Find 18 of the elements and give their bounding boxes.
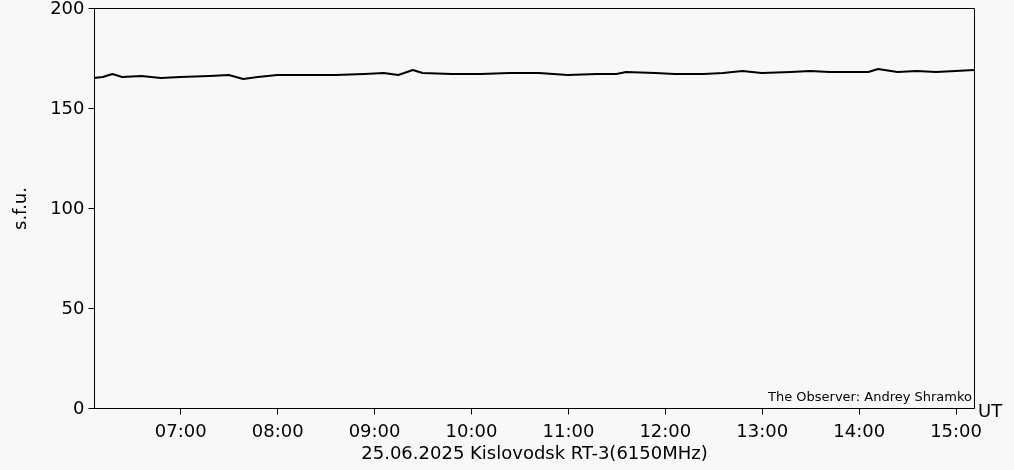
x-tick-label: 11:00 (542, 419, 595, 441)
x-tick-label: 10:00 (445, 419, 498, 441)
y-tick-label: 50 (61, 296, 85, 318)
x-tick-label: 09:00 (348, 419, 401, 441)
y-tick-label: 100 (50, 196, 85, 218)
y-axis-title: s.f.u. (9, 187, 31, 230)
x-tick-label: 12:00 (639, 419, 692, 441)
x-axis-title: 25.06.2025 Kislovodsk RT-3(6150MHz) (361, 441, 708, 463)
x-tick-label: 07:00 (154, 419, 207, 441)
x-tick-label: 14:00 (833, 419, 886, 441)
annotation: The Observer: Andrey Shramko (767, 389, 973, 404)
x-tick-label: 15:00 (930, 419, 983, 441)
y-tick-label: 200 (50, 0, 85, 18)
y-tick-label: 150 (50, 96, 85, 118)
y-tick-label: 0 (73, 396, 85, 418)
x-tick-label: 13:00 (736, 419, 789, 441)
text: UT (978, 400, 1004, 421)
x-tick-label: 08:00 (251, 419, 304, 441)
